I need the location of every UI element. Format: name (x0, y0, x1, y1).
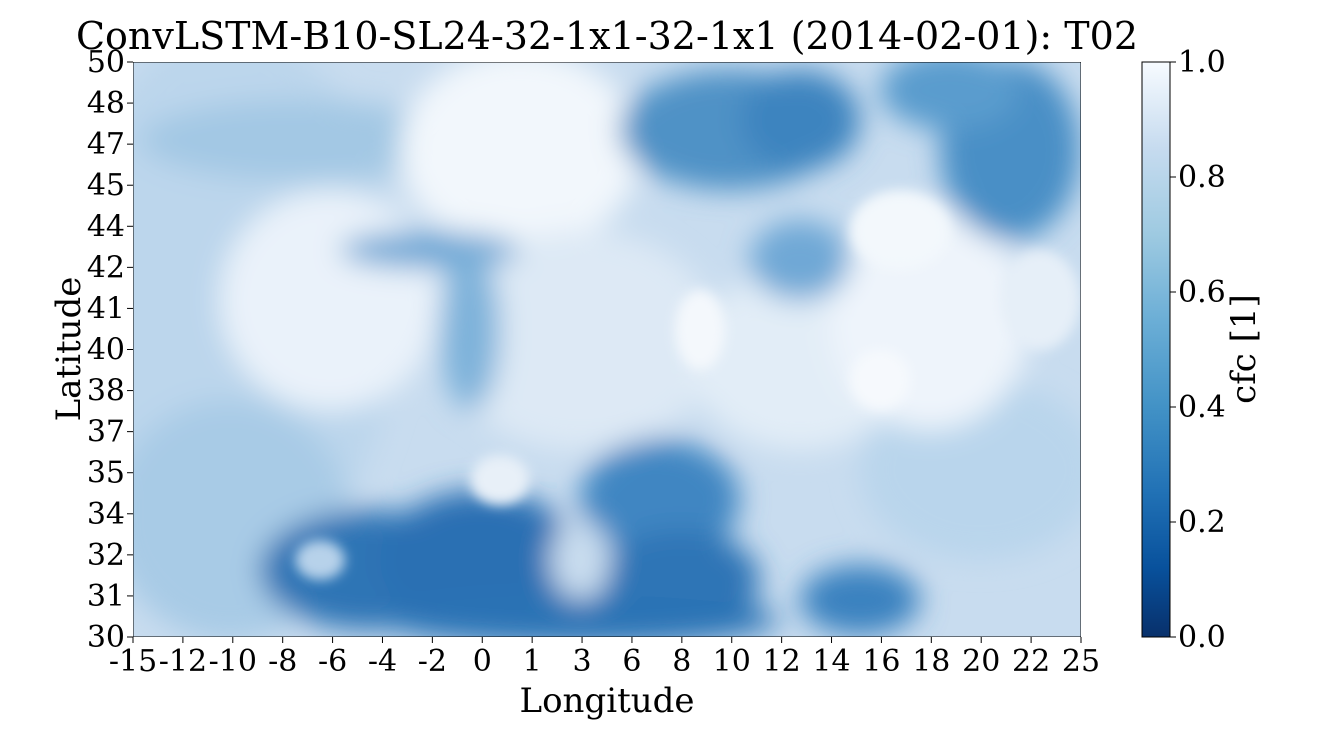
x-tick-label: 22 (1012, 644, 1050, 679)
x-tick-label: 12 (763, 644, 801, 679)
y-tick-label: 45 (87, 168, 125, 203)
y-tick-label: 44 (87, 209, 125, 244)
heatmap-detail (295, 190, 1080, 580)
x-tick-label: 25 (1062, 644, 1100, 679)
cloud-patch-5 (850, 190, 950, 270)
x-tick-label: 20 (962, 644, 1000, 679)
y-tick-label: 34 (87, 497, 125, 532)
colorbar-tick-label: 0.8 (1178, 160, 1226, 195)
x-tick-label: -15 (109, 644, 157, 679)
colorbar-gradient (1141, 61, 1171, 638)
y-tick-label: 37 (87, 415, 125, 450)
y-tick-label: 50 (87, 45, 125, 80)
y-tick-label: 47 (87, 127, 125, 162)
heatmap-plot (133, 62, 1081, 637)
x-tick-label: 3 (573, 644, 592, 679)
x-axis-ticks: -15 -12 -10 -8 -6 -4 -2 0 1 3 6 8 10 12 14 16 18 20 22 25 (109, 637, 1100, 679)
x-tick-label: -8 (268, 644, 297, 679)
colorbar-tick-label: 0.4 (1178, 390, 1226, 425)
cloud-patch-3 (470, 455, 530, 505)
x-tick-label: 8 (672, 644, 691, 679)
x-tick-label: 6 (622, 644, 641, 679)
x-tick-label: 18 (912, 644, 950, 679)
x-tick-label: 10 (713, 644, 751, 679)
y-axis-ticks: 50 48 47 45 44 42 41 40 38 37 35 34 32 31 30 (87, 45, 133, 655)
x-axis-label: Longitude (519, 681, 694, 721)
egypt-coast-region (800, 565, 920, 635)
cloud-patch-4 (295, 540, 345, 580)
colorbar-tick-label: 0.2 (1178, 505, 1226, 540)
bay-band-region (140, 100, 460, 180)
x-tick-label: -4 (368, 644, 397, 679)
italy-coast-region (750, 220, 850, 300)
y-tick-label: 31 (87, 579, 125, 614)
algeria-region (380, 490, 580, 630)
x-tick-label: 0 (473, 644, 492, 679)
y-tick-label: 30 (87, 620, 125, 655)
cloud-patch-1 (675, 290, 725, 370)
tunisia-region (580, 440, 740, 560)
y-tick-label: 42 (87, 250, 125, 285)
france-cloud-region (400, 62, 640, 250)
y-tick-label: 35 (87, 456, 125, 491)
x-tick-label: -10 (209, 644, 257, 679)
colorbar-tick-label: 0.0 (1178, 620, 1226, 655)
colorbar-ticks: 1.0 0.8 0.6 0.4 0.2 0.0 (1170, 45, 1226, 655)
heatmap-field (133, 62, 1081, 637)
iberia-cloud-region (220, 190, 440, 410)
y-tick-label: 32 (87, 538, 125, 573)
x-tick-label: 16 (862, 644, 900, 679)
x-tick-label: -2 (418, 644, 447, 679)
x-tick-label: -12 (159, 644, 207, 679)
sahara-cloud-region (550, 520, 610, 600)
cloud-patch-2 (850, 350, 910, 410)
x-tick-label: 1 (523, 644, 542, 679)
balkans-south-region (880, 62, 1020, 130)
north-africa-lower-region (380, 595, 780, 637)
x-tick-label: 14 (812, 644, 850, 679)
pyrenees-band-region (340, 232, 520, 268)
y-tick-label: 40 (87, 333, 125, 368)
iberia-east-coast-region (440, 250, 500, 410)
colorbar-tick-label: 1.0 (1178, 45, 1226, 80)
cloud-patch-6 (1000, 250, 1080, 350)
alps-east-region (740, 70, 860, 170)
x-tick-label: -6 (318, 644, 347, 679)
y-tick-label: 41 (87, 291, 125, 326)
y-tick-label: 48 (87, 86, 125, 121)
y-tick-label: 38 (87, 374, 125, 409)
colorbar-tick-label: 0.6 (1178, 275, 1226, 310)
mediterranean-west-region (440, 230, 720, 450)
colorbar: 1.0 0.8 0.6 0.4 0.2 0.0 cfc [1] (1141, 45, 1264, 655)
colorbar-label: cfc [1] (1224, 294, 1264, 404)
y-axis-label: Latitude (49, 277, 89, 422)
chart-title: ConvLSTM-B10-SL24-32-1x1-32-1x1 (2014-02… (76, 14, 1138, 58)
